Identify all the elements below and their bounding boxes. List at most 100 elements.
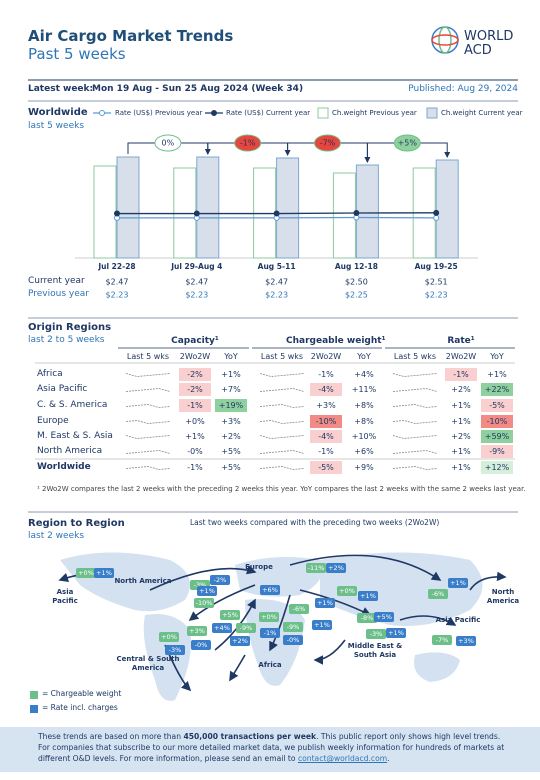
column-header: YoY — [490, 352, 504, 361]
logo: WORLD ACD — [464, 30, 513, 58]
rate-point — [433, 209, 440, 216]
bar — [355, 164, 379, 259]
sparkline — [392, 420, 438, 424]
legend-label: Ch.weight Previous year — [332, 109, 417, 117]
legend-label: = Rate incl. charges — [42, 703, 118, 712]
map-badge — [448, 578, 468, 588]
sparkline — [125, 388, 171, 392]
table-cell: +1% — [451, 417, 471, 426]
sparkline — [392, 373, 438, 377]
map-badge-label: -9% — [240, 624, 253, 632]
map-badge-label: -2% — [214, 576, 227, 584]
column-header: YoY — [224, 352, 238, 361]
region-name: North America — [486, 588, 520, 605]
map-badge-label: +1% — [199, 587, 215, 595]
map-badge — [259, 612, 279, 622]
sparkline — [259, 450, 305, 454]
value-label: $2.23 — [265, 291, 288, 300]
table-cell: +2% — [451, 385, 471, 394]
section-subtitle: last 2 weeks — [28, 531, 85, 541]
latest-period: Mon 19 Aug - Sun 25 Aug 2024 (Week 34) — [92, 84, 304, 94]
map-badge — [260, 628, 280, 638]
value-label: $2.25 — [345, 291, 368, 300]
value-label: $2.23 — [185, 291, 208, 300]
map-caption: Last two weeks compared with the precedi… — [190, 518, 440, 527]
logo-line: WORLD — [464, 29, 514, 44]
legend-label: Rate (US$) Current year — [226, 109, 310, 117]
group-header: Chargeable weight¹ — [286, 336, 386, 346]
region-name: Europe — [245, 563, 273, 571]
table-cell: -1% — [318, 447, 334, 456]
change-badge — [393, 134, 421, 152]
table-cell: -4% — [310, 430, 342, 443]
map-badge — [312, 620, 332, 630]
sparkline — [259, 373, 305, 377]
map-badge-label: +3% — [189, 627, 205, 635]
region-label: North America — [37, 446, 103, 456]
map-badge — [358, 591, 378, 601]
region-label: M. East & S. Asia — [37, 431, 113, 441]
map-badge-label: +5% — [376, 613, 392, 621]
map-badge — [197, 586, 217, 596]
map-badge-label: -1% — [264, 629, 277, 637]
logo-globe — [431, 26, 459, 54]
map-badge — [260, 585, 280, 595]
table-cell: -10% — [481, 415, 513, 428]
change-badge — [314, 134, 341, 152]
table-cell: +5% — [221, 447, 241, 456]
rate-point — [433, 214, 440, 221]
map-badge — [432, 635, 452, 645]
section-title: Origin Regions — [28, 322, 112, 333]
map-badge — [337, 586, 357, 596]
rate-point — [273, 210, 280, 217]
map-badge-label: +2% — [328, 564, 344, 572]
map-badge — [315, 598, 335, 608]
value-label: $2.51 — [425, 278, 448, 287]
x-tick-label: Jul 29-Aug 4 — [170, 262, 222, 271]
map-badge — [386, 628, 406, 638]
change-label: -7% — [320, 139, 336, 148]
row-label: Previous year — [28, 289, 89, 299]
value-label: $2.47 — [265, 278, 288, 287]
region-label: Africa — [37, 369, 63, 379]
table-cell: +4% — [354, 370, 374, 379]
map-badge — [220, 610, 240, 620]
sparkline — [125, 420, 171, 424]
legend-marker — [99, 110, 105, 116]
rate-point — [353, 210, 360, 216]
map-badge-label: +0% — [261, 613, 277, 621]
footer-text: These trends are based on more than 450,… — [38, 731, 508, 764]
table-cell: +11% — [351, 385, 377, 394]
column-header: 2Wo2W — [179, 352, 211, 361]
group-header: Rate¹ — [447, 336, 475, 346]
map-badge — [428, 589, 448, 599]
region-name: Africa — [258, 661, 282, 669]
map-badge — [191, 640, 211, 650]
published: Published: Aug 29, 2024 — [408, 84, 518, 94]
map-badge-label: -3% — [370, 630, 383, 638]
region-name: North America — [114, 577, 172, 585]
section-subtitle: last 2 to 5 weeks — [28, 335, 105, 345]
map-badge-label: +1% — [450, 579, 466, 587]
map-badge — [187, 626, 207, 636]
sparkline — [259, 435, 305, 439]
map-badge-label: +1% — [360, 592, 376, 600]
section-title: Region to Region — [28, 518, 125, 529]
table-cell: +9% — [354, 463, 374, 472]
change-label: 0% — [162, 139, 175, 148]
footer-part: . This public report only shows high lev… — [38, 732, 505, 763]
table-cell: +19% — [215, 399, 247, 412]
table-cell: +22% — [481, 383, 513, 396]
table-cell: +59% — [481, 430, 513, 443]
map-badge-label: -0% — [195, 641, 208, 649]
table-cell: +1% — [451, 447, 471, 456]
map-badge-label: -10% — [196, 599, 213, 607]
logo-line: ACD — [464, 43, 492, 58]
region-name: Middle East & South Asia — [347, 642, 403, 659]
value-label: $2.23 — [106, 291, 129, 300]
footer-link[interactable]: contact@worldacd.com — [297, 754, 388, 763]
table-cell: -0% — [187, 447, 203, 456]
region-label: Worldwide — [37, 462, 91, 472]
value-label: $2.50 — [345, 278, 368, 287]
footer-box — [0, 727, 540, 772]
